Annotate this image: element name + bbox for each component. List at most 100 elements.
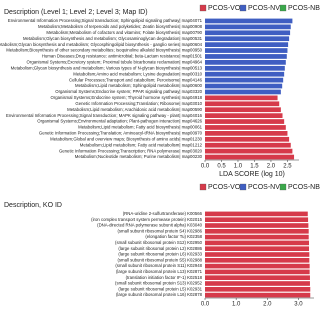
bar <box>205 83 283 89</box>
category-label: (iron complex transport system permease … <box>91 217 202 222</box>
bar <box>205 48 288 53</box>
bar <box>205 281 310 286</box>
legend-swatch <box>199 4 207 12</box>
bar <box>205 77 284 83</box>
category-label: (translation initiation factor IF-1) K02… <box>126 275 203 280</box>
legend-label: PCOS-NB <box>288 5 320 12</box>
category-label: Metabolism;Global and overview maps; Bio… <box>50 136 202 141</box>
bar <box>205 154 295 160</box>
bar <box>205 18 293 24</box>
bar <box>205 131 288 136</box>
category-label: Metabolism;Metabolism of cofactors and v… <box>46 30 202 35</box>
category-label: (RNA-uridine 2-sulfurtransferase) K00566 <box>123 211 203 216</box>
category-label: (large subunit ribosomal protein L2) K02… <box>118 246 202 251</box>
category-label: Cellular Processes;Transport and catabol… <box>69 77 203 82</box>
bar <box>205 275 310 281</box>
bar <box>205 257 310 263</box>
category-label: (small subunit ribosomal protein S13) K0… <box>115 281 203 286</box>
bar <box>205 71 285 77</box>
category-label: Organismal Systems;Endocrine system; PPA… <box>55 89 202 94</box>
legend-label: PCOS-VO <box>208 184 241 191</box>
category-label: Organismal Systems;Endocrine system; Thy… <box>51 95 203 100</box>
bar <box>205 252 310 257</box>
category-label: Genetic Information Processing;Translati… <box>75 101 202 106</box>
bar <box>205 211 308 217</box>
legend-swatch <box>279 183 287 191</box>
bar <box>205 263 310 269</box>
legend-label: PCOS-NB <box>288 184 320 191</box>
bar <box>205 246 310 252</box>
legend-label: PCOS-VO <box>208 5 241 12</box>
category-label: (small subunit ribosomal protein S12) K0… <box>115 240 203 245</box>
bar <box>205 125 286 130</box>
bar <box>205 217 309 223</box>
bar <box>205 42 289 47</box>
x-tick-label: 0.5 <box>217 164 226 170</box>
bar <box>205 107 281 113</box>
category-label: Environmental Information Processing;Sig… <box>6 113 203 118</box>
bar <box>205 89 281 95</box>
category-label: (elongation factor Tu) K02358 <box>145 234 202 239</box>
x-tick-label: 2.0 <box>267 164 276 170</box>
x-tick-label: 1.0 <box>232 302 241 308</box>
bar <box>205 54 287 59</box>
bar <box>205 95 278 101</box>
category-label: (small subunit ribosomal protein S11) K0… <box>115 263 202 268</box>
bar <box>205 101 280 107</box>
x-tick-label: 2.5 <box>283 164 292 170</box>
legend-swatch <box>239 183 247 191</box>
category-label: (small subunit ribosomal protein S4) K02… <box>117 228 202 233</box>
category-label: Metabolism;Biosynthesis of other seconda… <box>6 48 202 53</box>
bar <box>205 148 293 154</box>
legend-swatch <box>199 183 207 191</box>
category-label: Metabolism;Nucleotide metabolism; Purine… <box>75 154 203 159</box>
category-label: Human Diseases;Drug resistance: antimicr… <box>42 54 203 59</box>
category-label: Organismal Systems;Excretory system; Pro… <box>27 60 203 65</box>
x-tick-label: 0.0 <box>201 302 210 308</box>
bar <box>205 234 309 240</box>
legend-swatch <box>279 4 287 12</box>
category-label: Metabolism;Amino acid metabolism; Lysine… <box>73 71 202 76</box>
category-label: (large subunit ribosomal protein L6) K02… <box>118 252 202 257</box>
bar <box>205 228 309 234</box>
bar <box>205 286 311 292</box>
category-label: Metabolism;Glycan biosynthesis and metab… <box>23 36 203 41</box>
category-label: Metabolism;Glycan biosynthesis and metab… <box>11 65 203 70</box>
category-label: (DNA-directed RNA polymerase subunit alp… <box>97 223 202 228</box>
bar <box>205 142 291 148</box>
x-tick-label: 1.0 <box>234 164 243 170</box>
category-label: (large subunit ribosomal protein L5) K02… <box>118 286 202 291</box>
category-label: Metabolism;Metabolism of terpenoids and … <box>38 24 203 29</box>
category-label: Metabolism;Glycan biosynthesis and metab… <box>0 42 203 47</box>
chart-title: Description, KO ID <box>4 202 62 209</box>
bar <box>205 223 309 228</box>
x-axis-label: LDA SCORE (log 10) <box>219 171 285 178</box>
x-tick-label: 3.0 <box>294 302 303 308</box>
category-label: Metabolism;Lipid metabolism; Arachidonic… <box>67 107 202 112</box>
chart-title: Description (Level 1; Level 2; Level 3; … <box>4 9 148 16</box>
x-tick-label: 0.0 <box>201 164 210 170</box>
bar <box>205 113 283 118</box>
category-label: (large subunit ribosomal protein L16) K0… <box>116 292 203 297</box>
bar <box>205 30 291 36</box>
category-label: (large subunit ribosomal protein L13) K0… <box>116 269 203 274</box>
legend-label: PCOS-NVO <box>248 184 286 191</box>
bar <box>205 36 290 42</box>
bar <box>205 292 311 298</box>
bar <box>205 240 310 246</box>
category-label: Metabolism;Lipid metabolism; Sphingolipi… <box>75 83 203 88</box>
category-label: Metabolism;Lipid metabolism; Fatty acid … <box>80 142 203 147</box>
bar <box>205 119 285 124</box>
x-tick-label: 1.5 <box>250 164 259 170</box>
bar <box>205 269 310 275</box>
legend-label: PCOS-NVO <box>248 5 286 12</box>
legend-swatch <box>239 4 247 12</box>
x-tick-label: 2.0 <box>263 302 272 308</box>
bar <box>205 65 285 71</box>
bar <box>205 136 290 142</box>
bar <box>205 24 291 30</box>
category-label: Environmental Information Processing;Sig… <box>8 18 203 23</box>
category-label: Organismal Systems;Environmental adaptat… <box>37 119 202 124</box>
